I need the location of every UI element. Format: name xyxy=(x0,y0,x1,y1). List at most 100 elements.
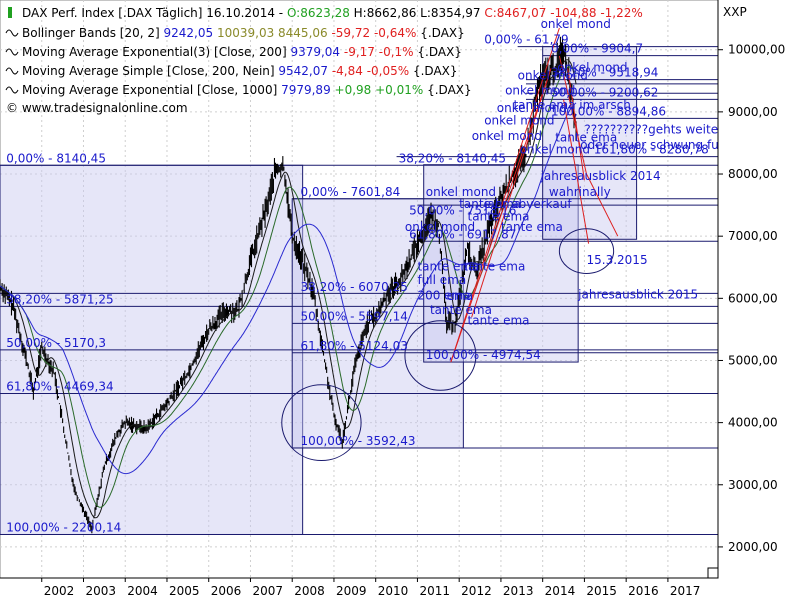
annotation-label: ??????????gehts weiter oder xyxy=(584,123,754,137)
annotation-label: onkel mond xyxy=(518,69,588,83)
circles xyxy=(281,228,615,462)
x-tick-label: 2002 xyxy=(44,584,75,598)
price-series xyxy=(0,36,577,534)
fib-label: 50,00% - 7518,16 xyxy=(409,204,516,218)
legend-entry: Moving Average Simple [Close, 200, Nein]… xyxy=(22,64,458,78)
indicator-icon xyxy=(5,86,19,94)
y-tick-label: 5000,00 xyxy=(728,353,778,367)
annotation-label: tante ema xyxy=(463,259,525,273)
y-tick-label: 6000,00 xyxy=(728,291,778,305)
legend-entry: Moving Average Exponential(3) [Close, 20… xyxy=(22,45,462,59)
indicator-icon xyxy=(5,29,19,37)
circle-marker xyxy=(558,228,615,274)
annotation-label: tante ema xyxy=(468,313,530,327)
fib-label: 61,80% - 5124,03 xyxy=(301,339,408,353)
annotation-label: wahrinally xyxy=(549,185,611,199)
x-tick-label: 2011 xyxy=(419,584,450,598)
x-tick-label: 2003 xyxy=(85,584,116,598)
red-trend-line xyxy=(563,99,590,244)
fib-label: 38,20% - 5871,25 xyxy=(6,292,113,306)
x-tick-label: 2010 xyxy=(378,584,409,598)
legend-entry: Bollinger Bands [20, 2] 9242,05 10039,03… xyxy=(22,26,465,40)
y-tick-label: 9000,00 xyxy=(728,105,778,119)
y-axis-bg xyxy=(718,0,800,600)
ma-1000-line xyxy=(0,102,577,475)
fib-label: 38,20% - 8140,45 xyxy=(399,151,506,165)
fib-label: 38,20% - 6070,25 xyxy=(301,280,408,294)
annotation-label: onkel mond xyxy=(405,220,475,234)
x-tick-label: 2015 xyxy=(586,584,617,598)
fib-label: 100,00% - 4974,54 xyxy=(426,348,541,362)
fib-label: 0,00% - 61,79 xyxy=(484,33,568,47)
annotation-label: 15.3.2015 xyxy=(587,253,648,267)
annotation-label: jahresausblick 2015 xyxy=(577,287,698,301)
annotation-label: full ema xyxy=(417,273,466,287)
red-trend-line xyxy=(471,68,552,318)
fib-box xyxy=(542,46,638,240)
annotation-label: tante ema xyxy=(501,220,563,234)
annotation-label: 200 ema xyxy=(417,289,470,303)
source-credit: © www.tradesignalonline.com xyxy=(6,101,188,115)
x-tick-label: 2008 xyxy=(294,584,325,598)
annotation-label: onkel mond xyxy=(541,17,611,31)
scroll-corner xyxy=(707,567,719,579)
red-trend-line xyxy=(558,55,587,175)
annotation-label: tante ema xyxy=(555,131,617,145)
annotation-label: ema xyxy=(447,289,473,303)
plot-area xyxy=(0,0,719,579)
gridlines xyxy=(0,0,718,578)
y-tick-label: 10000,00 xyxy=(728,43,785,57)
indicator-icon xyxy=(5,67,19,75)
y-tick-label: 4000,00 xyxy=(728,416,778,430)
legend-entry: Moving Average Exponential [Close, 1000]… xyxy=(22,83,472,97)
red-lines xyxy=(450,27,619,363)
annotation-label: tante ema im arsch xyxy=(513,98,630,112)
fib-label: 0,00% - 9904,7 xyxy=(551,42,643,56)
red-trend-line xyxy=(567,68,585,181)
x-tick-label: 2014 xyxy=(545,584,576,598)
x-tick-label: 2006 xyxy=(211,584,242,598)
annotation-label: jahresausblick 2014 xyxy=(540,169,661,183)
annotation-label: tante ema xyxy=(430,303,492,317)
fib-label: onkel mond 161,80% - 8280,78 xyxy=(520,143,709,157)
annotation-label: jahr abverkauf xyxy=(483,197,572,211)
annotation-label: oder neuer schwung fur tiefer xyxy=(580,138,759,152)
fib-label: 61,80% - 6917,87 xyxy=(409,227,516,241)
x-tick-label: 2016 xyxy=(628,584,659,598)
fib-label: 100,00% - 3592,43 xyxy=(301,434,416,448)
y-tick-label: 7000,00 xyxy=(728,229,778,243)
x-tick-label: 2017 xyxy=(670,584,701,598)
fib-label: 50,00% - 5170,3 xyxy=(6,336,106,350)
annotation-label: tante ema xyxy=(459,197,521,211)
y-tick-label: 3000,00 xyxy=(728,478,778,492)
fib-label: 100,00% - 8894,86 xyxy=(551,104,666,118)
red-trend-line xyxy=(586,173,619,237)
fib-label: 50,00% - 5597,14 xyxy=(301,309,408,323)
x-axis-bg xyxy=(0,578,800,600)
indicator-icon xyxy=(5,48,19,56)
series-marker-icon xyxy=(8,7,12,18)
x-tick-label: 2005 xyxy=(169,584,200,598)
x-tick-label: 2009 xyxy=(336,584,367,598)
circle-marker xyxy=(281,384,362,462)
fib-label: 0,00% - 8140,45 xyxy=(6,151,106,165)
y-tick-label: 2000,00 xyxy=(728,540,778,554)
x-tick-label: 2013 xyxy=(503,584,534,598)
annotation-label: onkel mond xyxy=(505,83,575,97)
red-trend-line xyxy=(450,27,560,363)
fib-label: 100,00% - 2200,14 xyxy=(6,520,121,534)
annotation-label: tante ema xyxy=(417,259,479,273)
fib-label: 61,80% - 4469,34 xyxy=(6,379,113,393)
y-tick-label: 8000,00 xyxy=(728,167,778,181)
annotation-label: onkel mond xyxy=(497,101,567,115)
annotation-label: onkel mond xyxy=(484,113,554,127)
fib-label: 0,00% - 7601,84 xyxy=(301,185,401,199)
annotation-label: tante ema xyxy=(468,210,530,224)
legend: DAX Perf. Index [.DAX Täglich] 16.10.201… xyxy=(5,6,643,115)
fib-label: 38,20% - 9518,94 xyxy=(551,66,658,80)
circle-marker xyxy=(404,320,477,391)
annotation-label: onkel mond xyxy=(426,185,496,199)
